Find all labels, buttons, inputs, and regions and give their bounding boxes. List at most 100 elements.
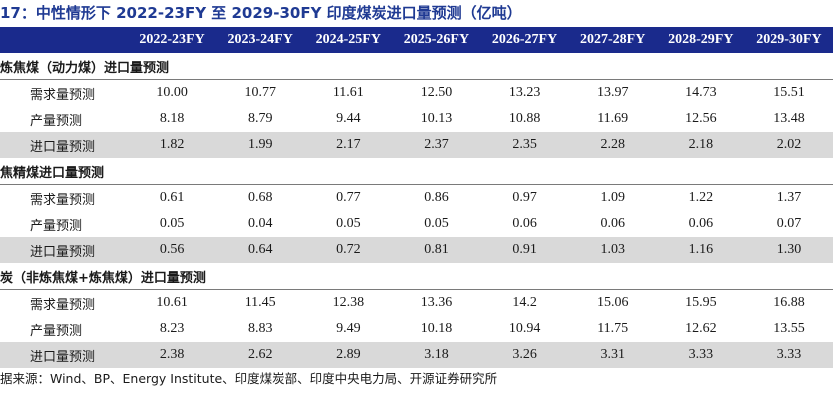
value-cell: 8.23 [159, 321, 185, 336]
table-row: 需求量预测 10.61 11.45 12.38 13.36 14.2 15.06 15.95 1… [0, 290, 833, 317]
header-cell-year: 2028-29FY [656, 27, 745, 53]
value-cell: 10.18 [420, 321, 453, 336]
value-cell: 0.56 [128, 237, 217, 263]
value-cell: 0.61 [159, 190, 185, 205]
value-cell: 0.64 [216, 237, 305, 263]
table-row: 产量预测 0.05 0.04 0.05 0.05 0.06 0.06 0.06 0.07 [0, 211, 833, 237]
value-cell: 2.89 [304, 342, 393, 368]
section-row: 炭（非炼焦煤+炼焦煤）进口量预测 [0, 263, 833, 290]
value-cell: 2.35 [480, 132, 569, 158]
table-body: 炼焦煤（动力煤）进口量预测需求量预测 10.00 10.77 11.61 12.50 13… [0, 53, 833, 368]
value-cell: 0.06 [512, 216, 537, 231]
value-cell: 11.75 [597, 321, 629, 336]
value-cell: 16.88 [773, 295, 805, 310]
value-cell: 1.99 [216, 132, 305, 158]
value-cell: 11.61 [332, 85, 364, 100]
value-cell: 8.79 [247, 111, 273, 126]
table-row: 进口量预测 2.38 2.62 2.89 3.18 3.26 3.31 3.33 3.33 [0, 342, 833, 368]
value-cell: 14.2 [512, 295, 537, 310]
table-row: 进口量预测 1.82 1.99 2.17 2.37 2.35 2.28 2.18 2.02 [0, 132, 833, 158]
value-cell: 10.61 [156, 295, 188, 310]
header-cell-year: 2023-24FY [216, 27, 305, 53]
row-label: 进口量预测 [0, 342, 128, 368]
value-cell: 1.82 [128, 132, 217, 158]
value-cell: 8.18 [159, 111, 185, 126]
value-cell: 12.50 [420, 85, 453, 100]
value-cell: 3.33 [744, 342, 833, 368]
value-cell: 0.05 [336, 216, 361, 231]
value-cell: 0.91 [480, 237, 569, 263]
value-cell: 2.18 [656, 132, 745, 158]
section-title: 焦精煤进口量预测 [0, 158, 833, 185]
table-title: 17：中性情形下 2022-23FY 至 2029-30FY 印度煤炭进口量预测… [0, 4, 522, 22]
header-cell-year: 2029-30FY [744, 27, 833, 53]
value-cell: 0.05 [424, 216, 449, 231]
value-cell: 15.06 [596, 295, 629, 310]
header-cell-year: 2026-27FY [480, 27, 569, 53]
value-cell: 10.00 [156, 85, 188, 100]
value-cell: 2.28 [568, 132, 657, 158]
row-label: 进口量预测 [0, 237, 128, 263]
table-row: 进口量预测 0.56 0.64 0.72 0.81 0.91 1.03 1.16 1.30 [0, 237, 833, 263]
value-cell: 10.88 [508, 111, 541, 126]
value-cell: 10.94 [508, 321, 541, 336]
value-cell: 0.72 [304, 237, 393, 263]
value-cell: 11.69 [597, 111, 629, 126]
section-row: 炼焦煤（动力煤）进口量预测 [0, 53, 833, 80]
table-row: 需求量预测 0.61 0.68 0.77 0.86 0.97 1.09 1.22 1.37 [0, 185, 833, 212]
value-cell: 1.30 [744, 237, 833, 263]
value-cell: 0.68 [247, 190, 273, 205]
header-row: 2022-23FY 2023-24FY 2024-25FY 2025-26FY … [0, 27, 833, 53]
header-cell-year: 2022-23FY [128, 27, 217, 53]
value-cell: 1.09 [600, 190, 625, 205]
value-cell: 0.06 [688, 216, 714, 231]
header-cell-year: 2027-28FY [568, 27, 657, 53]
value-cell: 0.06 [600, 216, 625, 231]
value-cell: 2.62 [216, 342, 305, 368]
value-cell: 10.77 [244, 85, 276, 100]
value-cell: 13.97 [596, 85, 629, 100]
value-cell: 3.18 [392, 342, 481, 368]
value-cell: 2.38 [128, 342, 217, 368]
value-cell: 0.07 [776, 216, 802, 231]
value-cell: 2.37 [392, 132, 481, 158]
value-cell: 12.38 [332, 295, 365, 310]
row-label: 需求量预测 [30, 297, 96, 313]
value-cell: 1.22 [688, 190, 714, 205]
value-cell: 12.56 [685, 111, 717, 126]
value-cell: 0.86 [424, 190, 449, 205]
value-cell: 13.23 [508, 85, 541, 100]
header-cell-year: 2025-26FY [392, 27, 481, 53]
value-cell: 8.83 [247, 321, 273, 336]
value-cell: 1.16 [656, 237, 745, 263]
row-label: 产量预测 [30, 218, 83, 234]
value-cell: 15.95 [685, 295, 717, 310]
row-label: 需求量预测 [30, 87, 96, 103]
source-note: 据来源：Wind、BP、Energy Institute、印度煤炭部、印度中央电… [0, 371, 498, 386]
value-cell: 13.48 [773, 111, 805, 126]
table-row: 产量预测 8.23 8.83 9.49 10.18 10.94 11.75 12.62 13.5… [0, 316, 833, 342]
section-title: 炭（非炼焦煤+炼焦煤）进口量预测 [0, 263, 833, 290]
value-cell: 0.81 [392, 237, 481, 263]
value-cell: 3.33 [656, 342, 745, 368]
header-cell-label [0, 27, 128, 53]
row-label: 进口量预测 [0, 132, 128, 158]
value-cell: 15.51 [773, 85, 805, 100]
value-cell: 14.73 [685, 85, 717, 100]
value-cell: 2.02 [744, 132, 833, 158]
row-label: 需求量预测 [30, 192, 96, 208]
value-cell: 0.04 [247, 216, 273, 231]
value-cell: 0.05 [159, 216, 185, 231]
value-cell: 9.49 [336, 321, 361, 336]
value-cell: 10.13 [420, 111, 453, 126]
section-title: 炼焦煤（动力煤）进口量预测 [0, 53, 833, 80]
row-label: 产量预测 [30, 323, 83, 339]
value-cell: 9.44 [336, 111, 361, 126]
value-cell: 3.26 [480, 342, 569, 368]
header-cell-year: 2024-25FY [304, 27, 393, 53]
row-label: 产量预测 [30, 113, 83, 129]
value-cell: 1.03 [568, 237, 657, 263]
section-row: 焦精煤进口量预测 [0, 158, 833, 185]
table-row: 需求量预测 10.00 10.77 11.61 12.50 13.23 13.97 14.73… [0, 80, 833, 107]
value-cell: 11.45 [244, 295, 276, 310]
